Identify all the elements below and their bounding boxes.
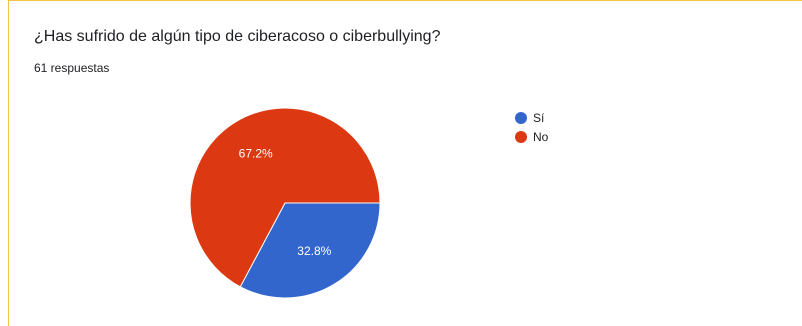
- chart-legend: Sí No: [515, 108, 548, 146]
- pie-label-no: 67.2%: [239, 146, 273, 160]
- responses-count: 61 respuestas: [34, 61, 110, 75]
- question-title: ¿Has sufrido de algún tipo de ciberacoso…: [34, 28, 441, 45]
- pie-slice-no[interactable]: [189, 107, 381, 288]
- legend-item-no[interactable]: No: [515, 127, 548, 146]
- pie-label-si: 32.8%: [297, 244, 331, 258]
- legend-swatch-no: [515, 130, 527, 143]
- legend-item-si[interactable]: Sí: [515, 108, 548, 127]
- legend-swatch-si: [515, 111, 527, 124]
- legend-label-si: Sí: [533, 110, 545, 125]
- question-card: ¿Has sufrido de algún tipo de ciberacoso…: [8, 0, 802, 326]
- pie-slice-si[interactable]: [239, 202, 381, 299]
- legend-label-no: No: [533, 129, 549, 144]
